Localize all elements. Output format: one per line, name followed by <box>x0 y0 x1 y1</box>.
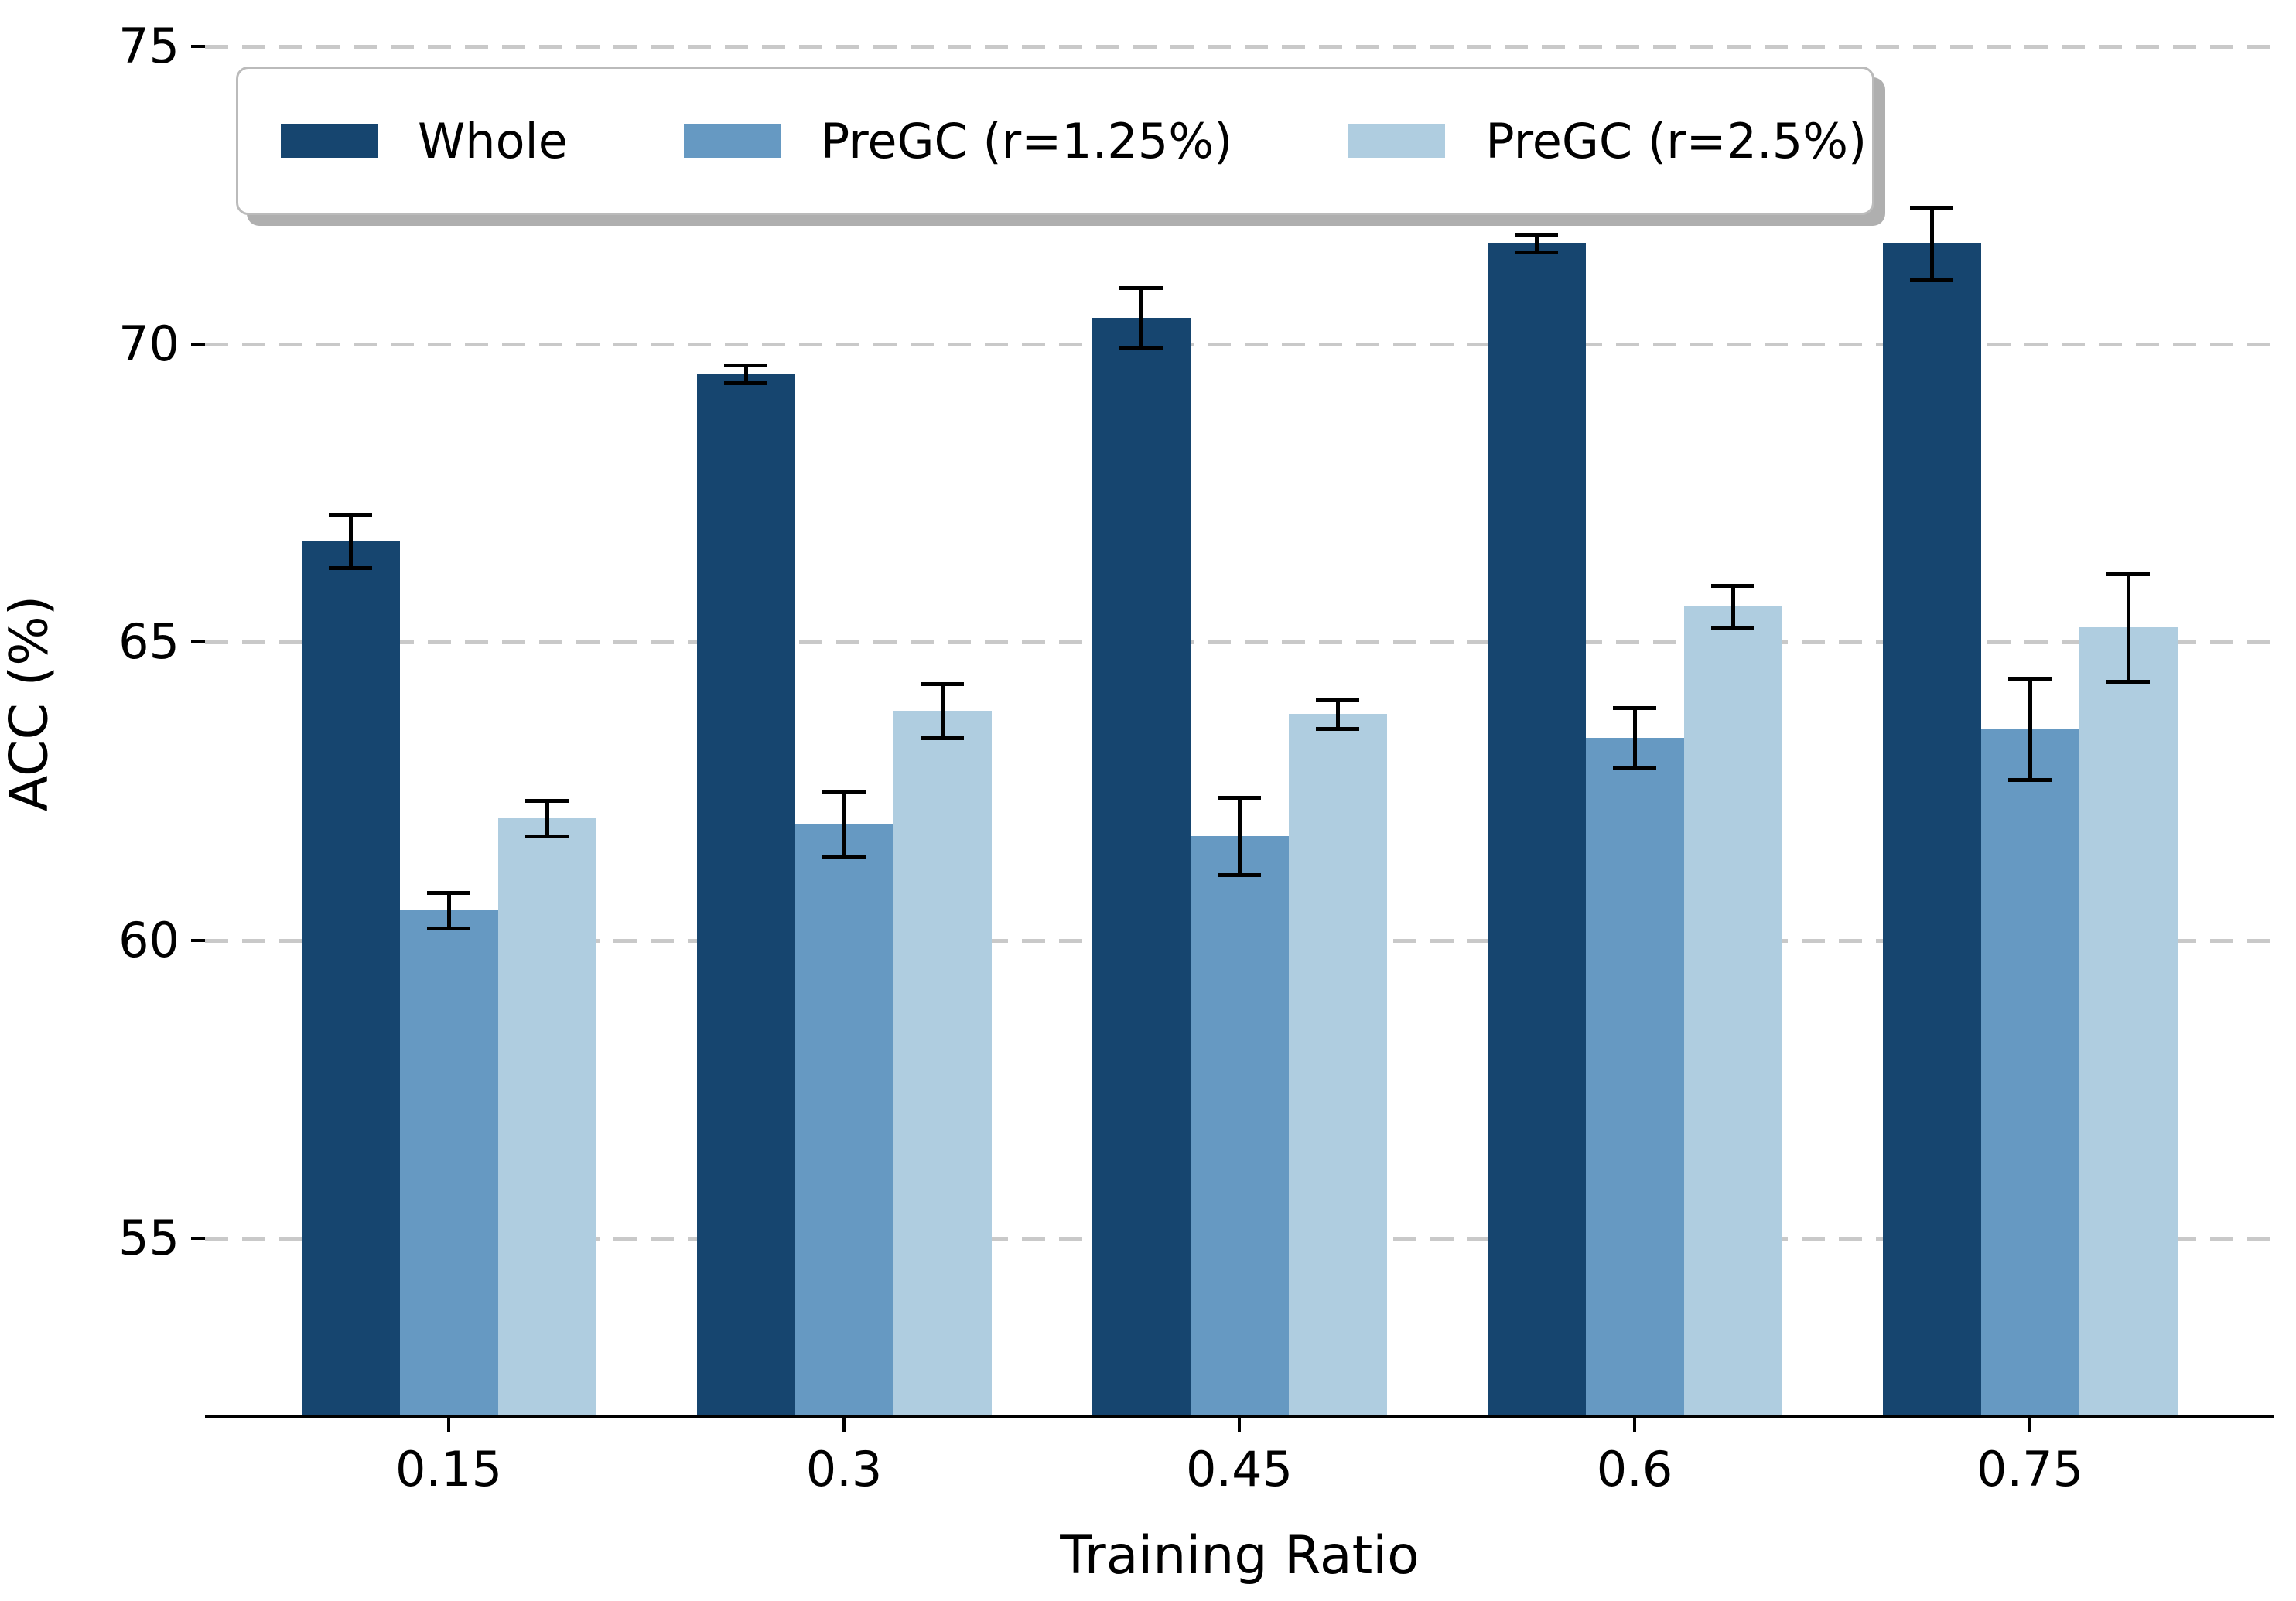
error-bar-cap-bottom <box>2106 679 2150 684</box>
legend-item-pregc-r-2.5-: PreGC (r=2.5%) <box>1348 113 1867 169</box>
error-bar-cap-bottom <box>1218 872 1261 877</box>
error-bar <box>2028 678 2032 780</box>
bar-whole-x0.6 <box>1487 243 1586 1417</box>
x-tick-label-0.15: 0.15 <box>395 1441 503 1497</box>
error-bar-cap-top <box>2106 572 2150 576</box>
legend-swatch-pregc-r-1.25- <box>683 124 781 158</box>
error-bar <box>743 365 748 384</box>
x-tick-label-0.6: 0.6 <box>1596 1441 1673 1497</box>
bar-whole-x0.3 <box>696 374 795 1417</box>
error-bar-cap-bottom <box>1910 277 1953 282</box>
gridline-y-65 <box>205 640 2274 645</box>
x-tick-0.3 <box>842 1418 846 1432</box>
gridline-y-70 <box>205 343 2274 347</box>
error-bar-cap-top <box>822 790 866 794</box>
error-bar <box>446 893 451 929</box>
error-bar-cap-top <box>1515 232 1558 237</box>
error-bar <box>2126 573 2130 681</box>
plot-area <box>205 0 2274 1417</box>
error-bar-cap-bottom <box>1711 626 1754 630</box>
bar-whole-x0.75 <box>1882 243 1981 1417</box>
error-bar-cap-top <box>2008 676 2052 681</box>
bar-pregc-r-1.25--x0.75 <box>1980 729 2079 1417</box>
error-bar-cap-bottom <box>427 927 470 931</box>
gridline-y-75 <box>205 45 2274 49</box>
error-bar <box>842 791 846 857</box>
error-bar-cap-bottom <box>1515 250 1558 254</box>
legend-item-whole: Whole <box>281 113 568 169</box>
y-tick-55 <box>191 1236 205 1240</box>
error-bar <box>545 800 549 836</box>
error-bar-cap-top <box>1316 697 1359 702</box>
error-bar-cap-bottom <box>1613 766 1656 770</box>
error-bar-cap-top <box>724 364 767 368</box>
y-tick-60 <box>191 938 205 942</box>
bar-pregc-r-1.25--x0.15 <box>399 910 498 1417</box>
x-tick-label-0.75: 0.75 <box>1976 1441 2084 1497</box>
y-tick-70 <box>191 343 205 346</box>
error-bar-cap-top <box>921 682 964 687</box>
legend-label-whole: Whole <box>418 112 568 169</box>
legend-swatch-pregc-r-2.5- <box>1348 124 1446 158</box>
error-bar <box>1237 797 1242 875</box>
error-bar-cap-top <box>1218 795 1261 800</box>
legend-label-pregc-r-2.5-: PreGC (r=2.5%) <box>1485 112 1867 169</box>
x-tick-0.15 <box>447 1418 450 1432</box>
y-tick-label-70: 70 <box>118 316 179 373</box>
bar-whole-x0.15 <box>301 541 400 1417</box>
bar-pregc-r-2.5--x0.15 <box>497 818 596 1417</box>
error-bar-cap-top <box>525 798 569 803</box>
x-tick-0.75 <box>2028 1418 2031 1432</box>
error-bar <box>1335 698 1340 729</box>
error-bar-cap-bottom <box>921 736 964 740</box>
error-bar <box>1731 585 1735 628</box>
x-tick-label-0.45: 0.45 <box>1185 1441 1293 1497</box>
error-bar <box>1632 708 1637 768</box>
error-bar <box>940 684 945 738</box>
x-axis-spine <box>205 1415 2274 1418</box>
y-tick-label-60: 60 <box>118 911 179 968</box>
y-tick-label-75: 75 <box>118 18 179 75</box>
bar-pregc-r-2.5--x0.6 <box>1683 606 1782 1417</box>
bar-pregc-r-2.5--x0.45 <box>1288 713 1387 1417</box>
bar-pregc-r-1.25--x0.3 <box>794 824 893 1417</box>
error-bar-cap-bottom <box>2008 777 2052 782</box>
bar-pregc-r-1.25--x0.45 <box>1190 835 1289 1417</box>
legend: Whole PreGC (r=1.25%) PreGC (r=2.5%) <box>236 67 1874 215</box>
error-bar-cap-bottom <box>724 381 767 386</box>
error-bar <box>348 514 353 568</box>
legend-swatch-whole <box>281 124 378 158</box>
error-bar-cap-bottom <box>1119 346 1163 350</box>
error-bar <box>1534 234 1539 252</box>
error-bar-cap-bottom <box>822 855 866 859</box>
y-tick-65 <box>191 640 205 644</box>
x-tick-0.45 <box>1238 1418 1241 1432</box>
x-axis-label: Training Ratio <box>1060 1525 1420 1586</box>
error-bar-cap-top <box>1910 206 1953 210</box>
error-bar <box>1929 207 1934 279</box>
error-bar-cap-bottom <box>329 566 372 571</box>
bar-pregc-r-1.25--x0.6 <box>1585 737 1684 1417</box>
legend-label-pregc-r-1.25-: PreGC (r=1.25%) <box>820 112 1233 169</box>
error-bar-cap-bottom <box>1316 727 1359 732</box>
bar-pregc-r-2.5--x0.3 <box>893 711 992 1417</box>
error-bar-cap-top <box>1613 706 1656 711</box>
error-bar-cap-bottom <box>525 834 569 838</box>
bar-pregc-r-2.5--x0.75 <box>2079 627 2178 1417</box>
error-bar-cap-top <box>1119 286 1163 291</box>
x-tick-0.6 <box>1633 1418 1636 1432</box>
x-tick-label-0.3: 0.3 <box>805 1441 883 1497</box>
error-bar-cap-top <box>329 512 372 517</box>
legend-item-pregc-r-1.25-: PreGC (r=1.25%) <box>683 112 1233 169</box>
y-tick-label-55: 55 <box>118 1209 179 1266</box>
y-tick-75 <box>191 45 205 49</box>
error-bar-cap-top <box>427 891 470 896</box>
bar-whole-x0.45 <box>1092 317 1191 1417</box>
error-bar <box>1139 288 1143 348</box>
y-tick-label-65: 65 <box>118 613 179 671</box>
error-bar-cap-top <box>1711 584 1754 589</box>
